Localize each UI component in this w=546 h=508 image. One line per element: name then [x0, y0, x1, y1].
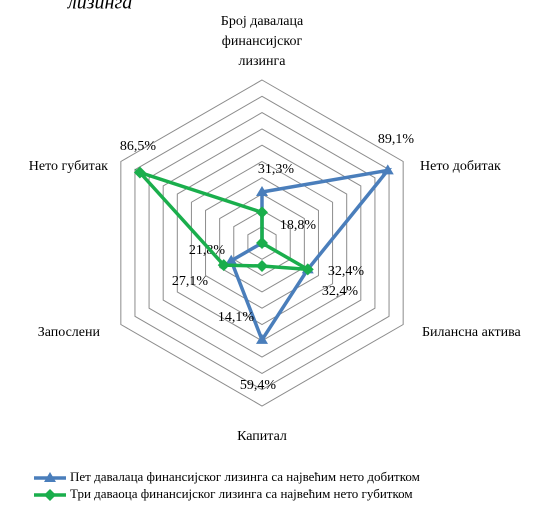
grid-ring	[120, 79, 404, 407]
grid-ring	[162, 128, 362, 358]
point-marker	[44, 472, 56, 482]
point-marker	[301, 263, 314, 276]
legend-label: Пет давалаца финансијског лизинга са нај…	[70, 469, 420, 484]
data-label: 89,1%	[378, 132, 415, 147]
grid-ring	[233, 209, 291, 277]
data-label: 27,1%	[172, 274, 209, 289]
axis-label: Нето губитак	[29, 159, 108, 174]
grid-ring	[205, 177, 319, 309]
point-marker	[381, 164, 394, 175]
point-marker	[225, 254, 238, 265]
grid-ring	[247, 226, 277, 260]
data-label: 59,4%	[240, 378, 277, 393]
data-label: 14,1%	[218, 310, 255, 325]
data-label: 32,4%	[322, 284, 359, 299]
point-marker	[217, 259, 230, 272]
point-marker	[256, 206, 268, 219]
point-marker	[44, 489, 56, 501]
point-marker	[256, 259, 268, 272]
grid-ring	[190, 160, 334, 326]
grid-ring	[219, 193, 305, 293]
axis-label: Запослени	[38, 325, 101, 340]
point-marker	[133, 166, 146, 179]
axis-label: Капитал	[237, 429, 287, 444]
axis-label: Нето добитак	[420, 159, 501, 174]
point-marker	[256, 185, 268, 196]
data-label: 86,5%	[120, 139, 157, 154]
point-marker	[256, 333, 268, 344]
data-label: 18,8%	[280, 218, 317, 233]
chart-title: лизинга	[67, 0, 132, 14]
point-marker	[256, 237, 268, 249]
legend-label: Три даваоца финансијског лизинга са најв…	[70, 486, 413, 501]
axis-label: Билансна актива	[422, 325, 522, 340]
data-label: 32,4%	[328, 264, 365, 279]
grid-ring	[148, 112, 376, 374]
data-label: 31,3%	[258, 162, 295, 177]
axis-label: Број давалаца финансијског лизинга	[221, 14, 304, 69]
